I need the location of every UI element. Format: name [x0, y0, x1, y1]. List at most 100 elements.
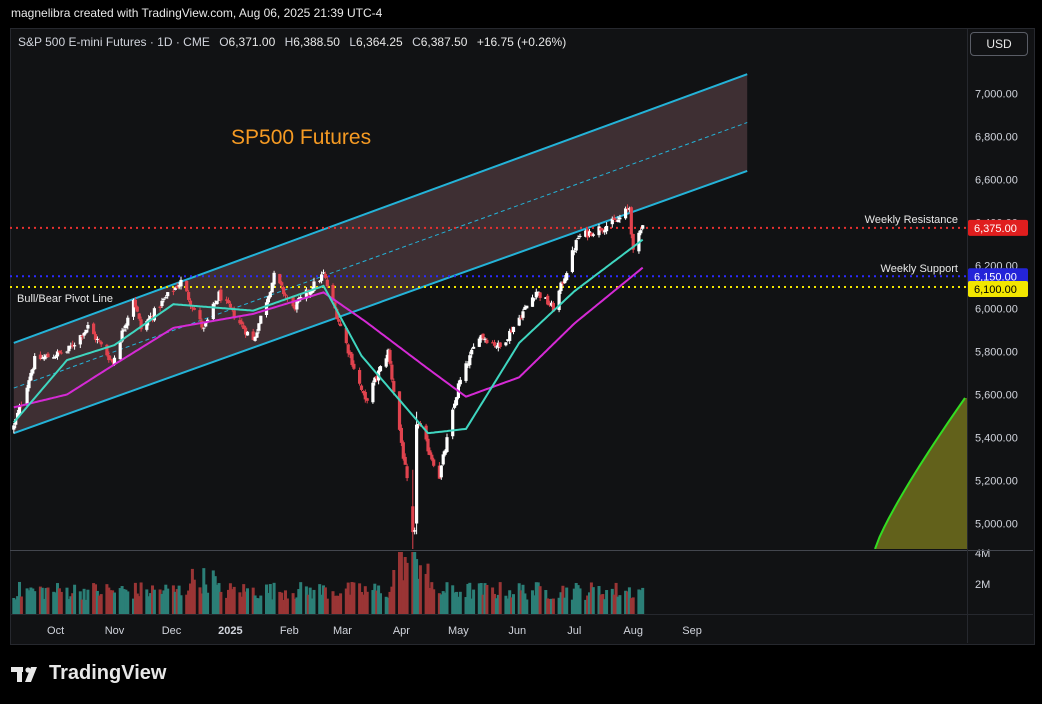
candle-body	[549, 302, 554, 306]
volume-bar	[616, 596, 620, 614]
candle-body	[92, 323, 96, 335]
candle-body	[280, 282, 284, 286]
volume-bar	[158, 589, 162, 614]
volume-bar	[599, 594, 603, 614]
volume-bar	[544, 590, 548, 614]
volume-bar	[73, 584, 77, 614]
volume-bar	[323, 587, 327, 614]
volume-bar	[392, 570, 396, 614]
volume-bar	[546, 598, 550, 614]
candle-body	[255, 332, 259, 338]
volume-bar	[363, 586, 367, 614]
volume-bar	[629, 598, 633, 614]
volume-bar	[29, 587, 33, 614]
volume-bar	[86, 589, 90, 614]
candle-body	[266, 296, 270, 303]
candle-body	[99, 341, 103, 345]
volume-bar	[147, 596, 151, 614]
candle-body	[308, 291, 312, 295]
volume-bar	[97, 595, 101, 614]
candle-body	[589, 232, 593, 236]
volume-bar	[390, 586, 394, 614]
volume-bar	[570, 599, 574, 614]
volume-bar	[268, 584, 272, 614]
volume-bar	[16, 596, 20, 614]
candle-body	[177, 285, 181, 287]
price-tag-label: 6,150.00	[974, 271, 1017, 283]
candle-body	[453, 403, 457, 408]
volume-bar	[479, 583, 483, 614]
tradingview-brand: TradingView	[49, 662, 167, 684]
candle-body	[204, 323, 208, 327]
volume-bar	[417, 578, 420, 614]
volume-bar	[521, 584, 525, 614]
price-tag	[968, 268, 1028, 285]
candle-body	[397, 391, 402, 430]
volume-bar	[485, 584, 489, 614]
volume-bar	[46, 587, 50, 614]
candle-body	[145, 321, 149, 330]
high-value: 6,388.50	[293, 35, 340, 49]
volume-bar	[94, 584, 97, 614]
candle-body	[401, 442, 405, 459]
volume-bar	[80, 599, 84, 614]
volume-bar	[591, 587, 595, 614]
volume-bar	[151, 585, 154, 614]
low-label: L	[349, 35, 357, 49]
candle-body	[257, 323, 261, 331]
price-tag-label: 6,375.00	[974, 223, 1017, 235]
candle-body	[228, 303, 232, 308]
candle-body	[202, 327, 206, 329]
candle-body	[599, 228, 603, 231]
candle-body	[109, 358, 113, 360]
candle-body	[268, 292, 272, 298]
volume-bar	[179, 595, 183, 614]
x-tick-label: Mar	[333, 625, 352, 637]
volume-bar	[227, 589, 230, 614]
candle-body	[192, 307, 196, 310]
volume-bar	[162, 590, 166, 614]
volume-bar	[455, 591, 458, 614]
candle-body	[624, 208, 628, 219]
candle-body	[470, 349, 474, 355]
volume-bar	[445, 582, 449, 614]
tradingview-logo[interactable]: TradingView	[11, 662, 166, 685]
volume-bar	[325, 598, 329, 614]
candle-body	[251, 331, 255, 340]
candle-body	[639, 230, 643, 234]
volume-bar	[295, 597, 299, 614]
candle-body	[33, 356, 37, 370]
volume-bar	[120, 586, 124, 614]
volume-bar	[399, 552, 403, 614]
volume-bar	[536, 582, 540, 614]
candle-body	[373, 377, 377, 383]
volume-bar	[217, 583, 221, 614]
candle-body	[164, 297, 168, 299]
volume-bar	[639, 590, 643, 614]
candle-body	[403, 456, 407, 465]
volume-bar	[464, 597, 468, 614]
trend-channel-fill	[13, 74, 748, 434]
volume-bar	[71, 593, 75, 614]
volume-bar	[166, 588, 170, 614]
candle-body	[511, 326, 516, 333]
candle-body	[152, 308, 156, 321]
candle-body	[69, 345, 73, 347]
volume-bar	[204, 584, 208, 614]
candle-body	[14, 419, 18, 425]
candle-body	[171, 290, 175, 292]
candle-body	[361, 390, 365, 394]
volume-bar	[198, 587, 202, 614]
candle-body	[162, 298, 166, 300]
volume-bar	[618, 595, 622, 614]
candle-body	[93, 334, 98, 340]
volume-bar	[574, 582, 578, 614]
candle-body	[629, 207, 633, 235]
volume-bar	[57, 588, 61, 614]
candle-body	[411, 506, 415, 533]
currency-button[interactable]: USD	[970, 32, 1028, 56]
volume-bar	[424, 573, 428, 614]
candle-body	[519, 318, 523, 320]
y-tick-label: 6,800.00	[975, 132, 1018, 144]
